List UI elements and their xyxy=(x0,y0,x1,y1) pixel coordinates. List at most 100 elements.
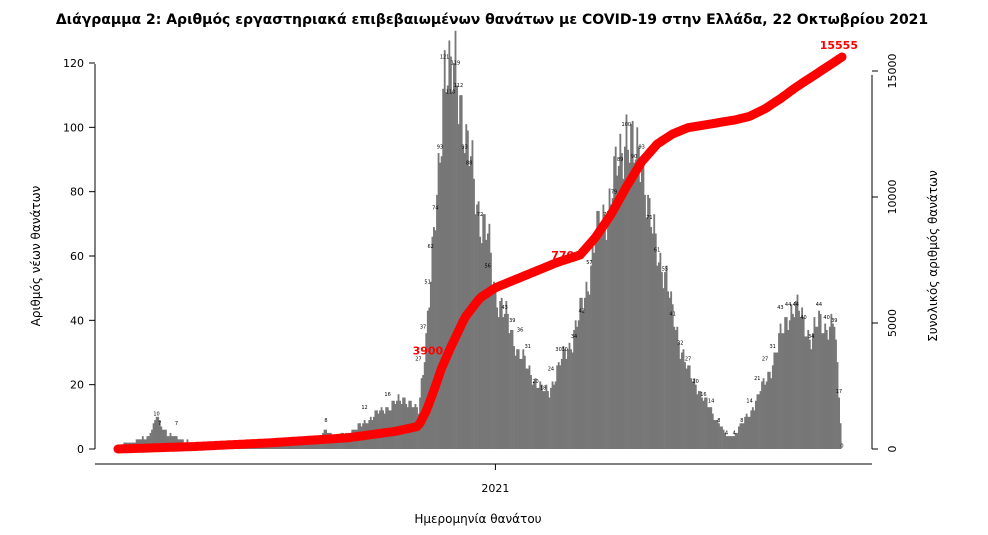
bar xyxy=(392,400,395,449)
bar xyxy=(466,130,469,450)
bar xyxy=(808,339,811,449)
bar xyxy=(784,317,787,449)
bar xyxy=(152,423,155,449)
bar xyxy=(804,336,807,449)
bar xyxy=(171,436,173,449)
bar xyxy=(579,297,582,449)
bar xyxy=(782,333,785,449)
bar xyxy=(451,91,454,449)
bar xyxy=(751,407,754,449)
bar xyxy=(431,236,434,449)
bar xyxy=(459,95,462,450)
bar xyxy=(151,429,153,449)
bar xyxy=(661,272,663,449)
bar xyxy=(622,178,625,450)
bar xyxy=(650,227,653,449)
bar-value-label: 89 xyxy=(617,157,623,163)
bar xyxy=(460,95,463,450)
bar xyxy=(659,252,662,449)
bar-value-label: 8 xyxy=(324,418,327,424)
bar-labels: 107 7812162737516274931211101191129388725… xyxy=(153,54,843,449)
bar xyxy=(503,313,506,449)
bar xyxy=(511,329,514,449)
cumulative-annotation: 7700 xyxy=(551,249,582,262)
bar xyxy=(308,442,311,449)
bar xyxy=(690,378,693,449)
bar xyxy=(745,413,748,449)
x-tick-label: 2021 xyxy=(481,482,509,495)
bar xyxy=(576,326,579,449)
bar xyxy=(417,413,420,449)
bar xyxy=(580,297,583,449)
bar xyxy=(608,188,611,449)
bar xyxy=(556,365,559,449)
bar xyxy=(548,397,551,449)
bar xyxy=(169,432,172,449)
bar xyxy=(149,432,152,449)
bar xyxy=(693,378,696,449)
bar xyxy=(343,436,346,449)
bar xyxy=(679,358,682,449)
bar xyxy=(839,423,842,449)
bar xyxy=(483,214,486,449)
bar xyxy=(701,397,703,449)
bar xyxy=(536,387,539,449)
bar xyxy=(446,85,449,450)
bar xyxy=(791,313,794,449)
bar xyxy=(396,400,398,449)
bar xyxy=(705,397,708,449)
bar xyxy=(802,317,805,449)
bar xyxy=(534,378,537,449)
bar xyxy=(821,333,824,449)
bar xyxy=(767,371,770,449)
bar xyxy=(591,243,594,449)
y-tick-label: 20 xyxy=(70,379,84,392)
bar xyxy=(610,204,613,449)
bar-value-label: 51 xyxy=(424,279,430,285)
bar xyxy=(799,317,802,449)
bar xyxy=(785,317,788,449)
bar xyxy=(426,310,429,449)
bar xyxy=(607,210,609,449)
bar xyxy=(656,265,659,449)
bar xyxy=(614,146,617,449)
bar xyxy=(738,426,740,449)
bar xyxy=(827,339,830,449)
bar xyxy=(685,368,688,449)
bar-value-label: 57 xyxy=(586,260,592,266)
bar xyxy=(664,272,666,449)
bar xyxy=(309,442,312,449)
bar xyxy=(456,85,458,450)
bar xyxy=(539,381,542,449)
bar xyxy=(505,301,508,449)
y-axis-right-ticks: 0 5000 10000 15000 xyxy=(872,53,899,453)
y2-tick-label: 0 xyxy=(886,446,899,453)
bar-value-label: 74 xyxy=(432,206,438,212)
bar xyxy=(437,153,440,449)
bar xyxy=(559,365,562,449)
bar-value-label: 71 xyxy=(646,215,652,221)
bar xyxy=(557,362,560,449)
bar xyxy=(583,297,586,449)
bar-value-label: 79 xyxy=(611,189,617,195)
bar xyxy=(617,165,620,449)
bar xyxy=(604,223,606,449)
bar xyxy=(636,127,639,449)
bar-value-label: 43 xyxy=(501,305,507,311)
bar xyxy=(665,265,668,449)
bar xyxy=(824,323,827,449)
bar-value-label: 93 xyxy=(639,144,645,150)
bar xyxy=(681,352,683,449)
bar xyxy=(758,394,760,449)
bar xyxy=(811,333,814,449)
bar xyxy=(391,400,394,449)
bar-value-label: 88 xyxy=(466,160,472,166)
bar xyxy=(828,326,831,449)
bar-value-label: 43 xyxy=(777,305,783,311)
bar xyxy=(486,233,489,449)
bar xyxy=(687,365,690,449)
y-tick-label: 120 xyxy=(63,57,84,70)
bar-value-label: 55 xyxy=(662,267,668,273)
bar xyxy=(747,416,750,449)
bar xyxy=(474,214,477,449)
